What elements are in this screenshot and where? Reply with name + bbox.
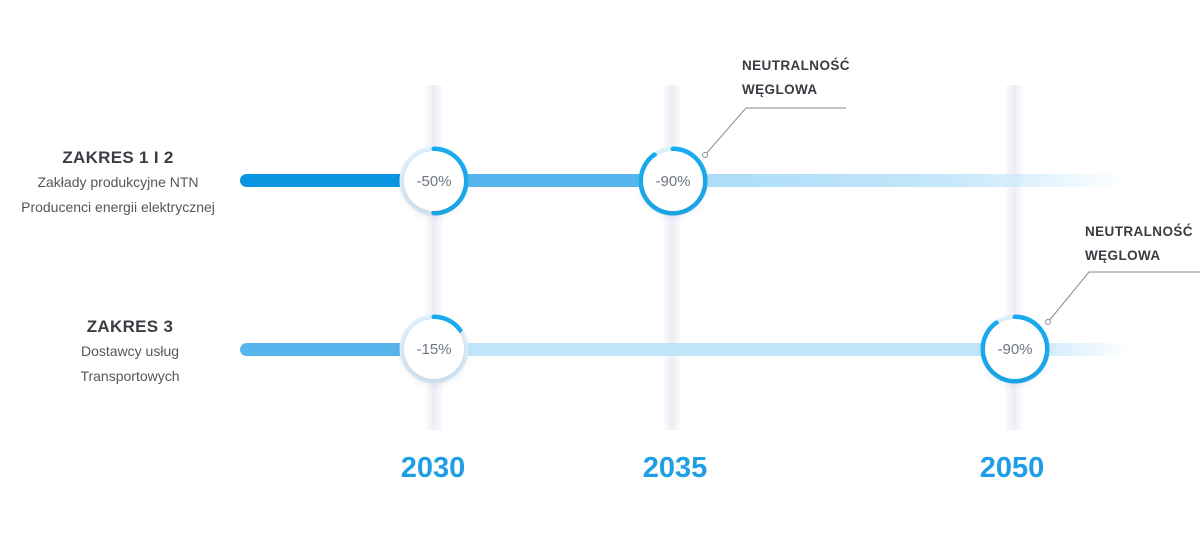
timeline-bar-segment	[240, 174, 440, 187]
progress-ring	[399, 314, 469, 384]
callout-line: NEUTRALNOŚĆ	[1085, 224, 1193, 239]
scope-subtitle: Producenci energii elektrycznej	[21, 199, 215, 215]
timeline-bar-segment	[676, 174, 1128, 187]
reduction-label: -50%	[416, 172, 452, 190]
callout-carbon-neutrality: NEUTRALNOŚĆ WĘGLOWA	[1085, 220, 1193, 268]
progress-ring	[980, 314, 1050, 384]
timeline-bar-segment	[240, 343, 440, 356]
year-label: 2050	[979, 452, 1045, 484]
reduction-label: -15%	[416, 340, 452, 358]
milestone-scope3-2050: -90%	[977, 311, 1053, 387]
scope-title: ZAKRES 3	[86, 317, 174, 336]
timeline-bar-segment	[440, 174, 680, 187]
milestone-scope12-2035: -90%	[635, 143, 711, 219]
timeline-bar-segment	[436, 343, 1016, 356]
scope-label-3: ZAKRES 3 Dostawcy usług Transportowych	[12, 315, 248, 389]
reduction-label: -90%	[997, 340, 1033, 358]
year-label: 2030	[400, 452, 466, 484]
progress-ring	[399, 146, 469, 216]
scope-subtitle: Zakłady produkcyjne NTN	[37, 174, 199, 190]
scope-subtitle: Transportowych	[80, 368, 180, 384]
year-label: 2035	[642, 452, 708, 484]
progress-ring	[638, 146, 708, 216]
milestone-scope3-2030: -15%	[396, 311, 472, 387]
scope-label-1: ZAKRES 1 I 2 Zakłady produkcyjne NTN Pro…	[0, 146, 236, 220]
milestone-scope12-2030: -50%	[396, 143, 472, 219]
scope-title: ZAKRES 1 I 2	[62, 148, 174, 167]
callout-line: NEUTRALNOŚĆ	[742, 58, 850, 73]
callout-line: WĘGLOWA	[742, 82, 818, 97]
callout-carbon-neutrality: NEUTRALNOŚĆ WĘGLOWA	[742, 54, 850, 102]
scope-subtitle: Dostawcy usług	[80, 343, 180, 359]
callout-line: WĘGLOWA	[1085, 248, 1161, 263]
reduction-label: -90%	[655, 172, 691, 190]
